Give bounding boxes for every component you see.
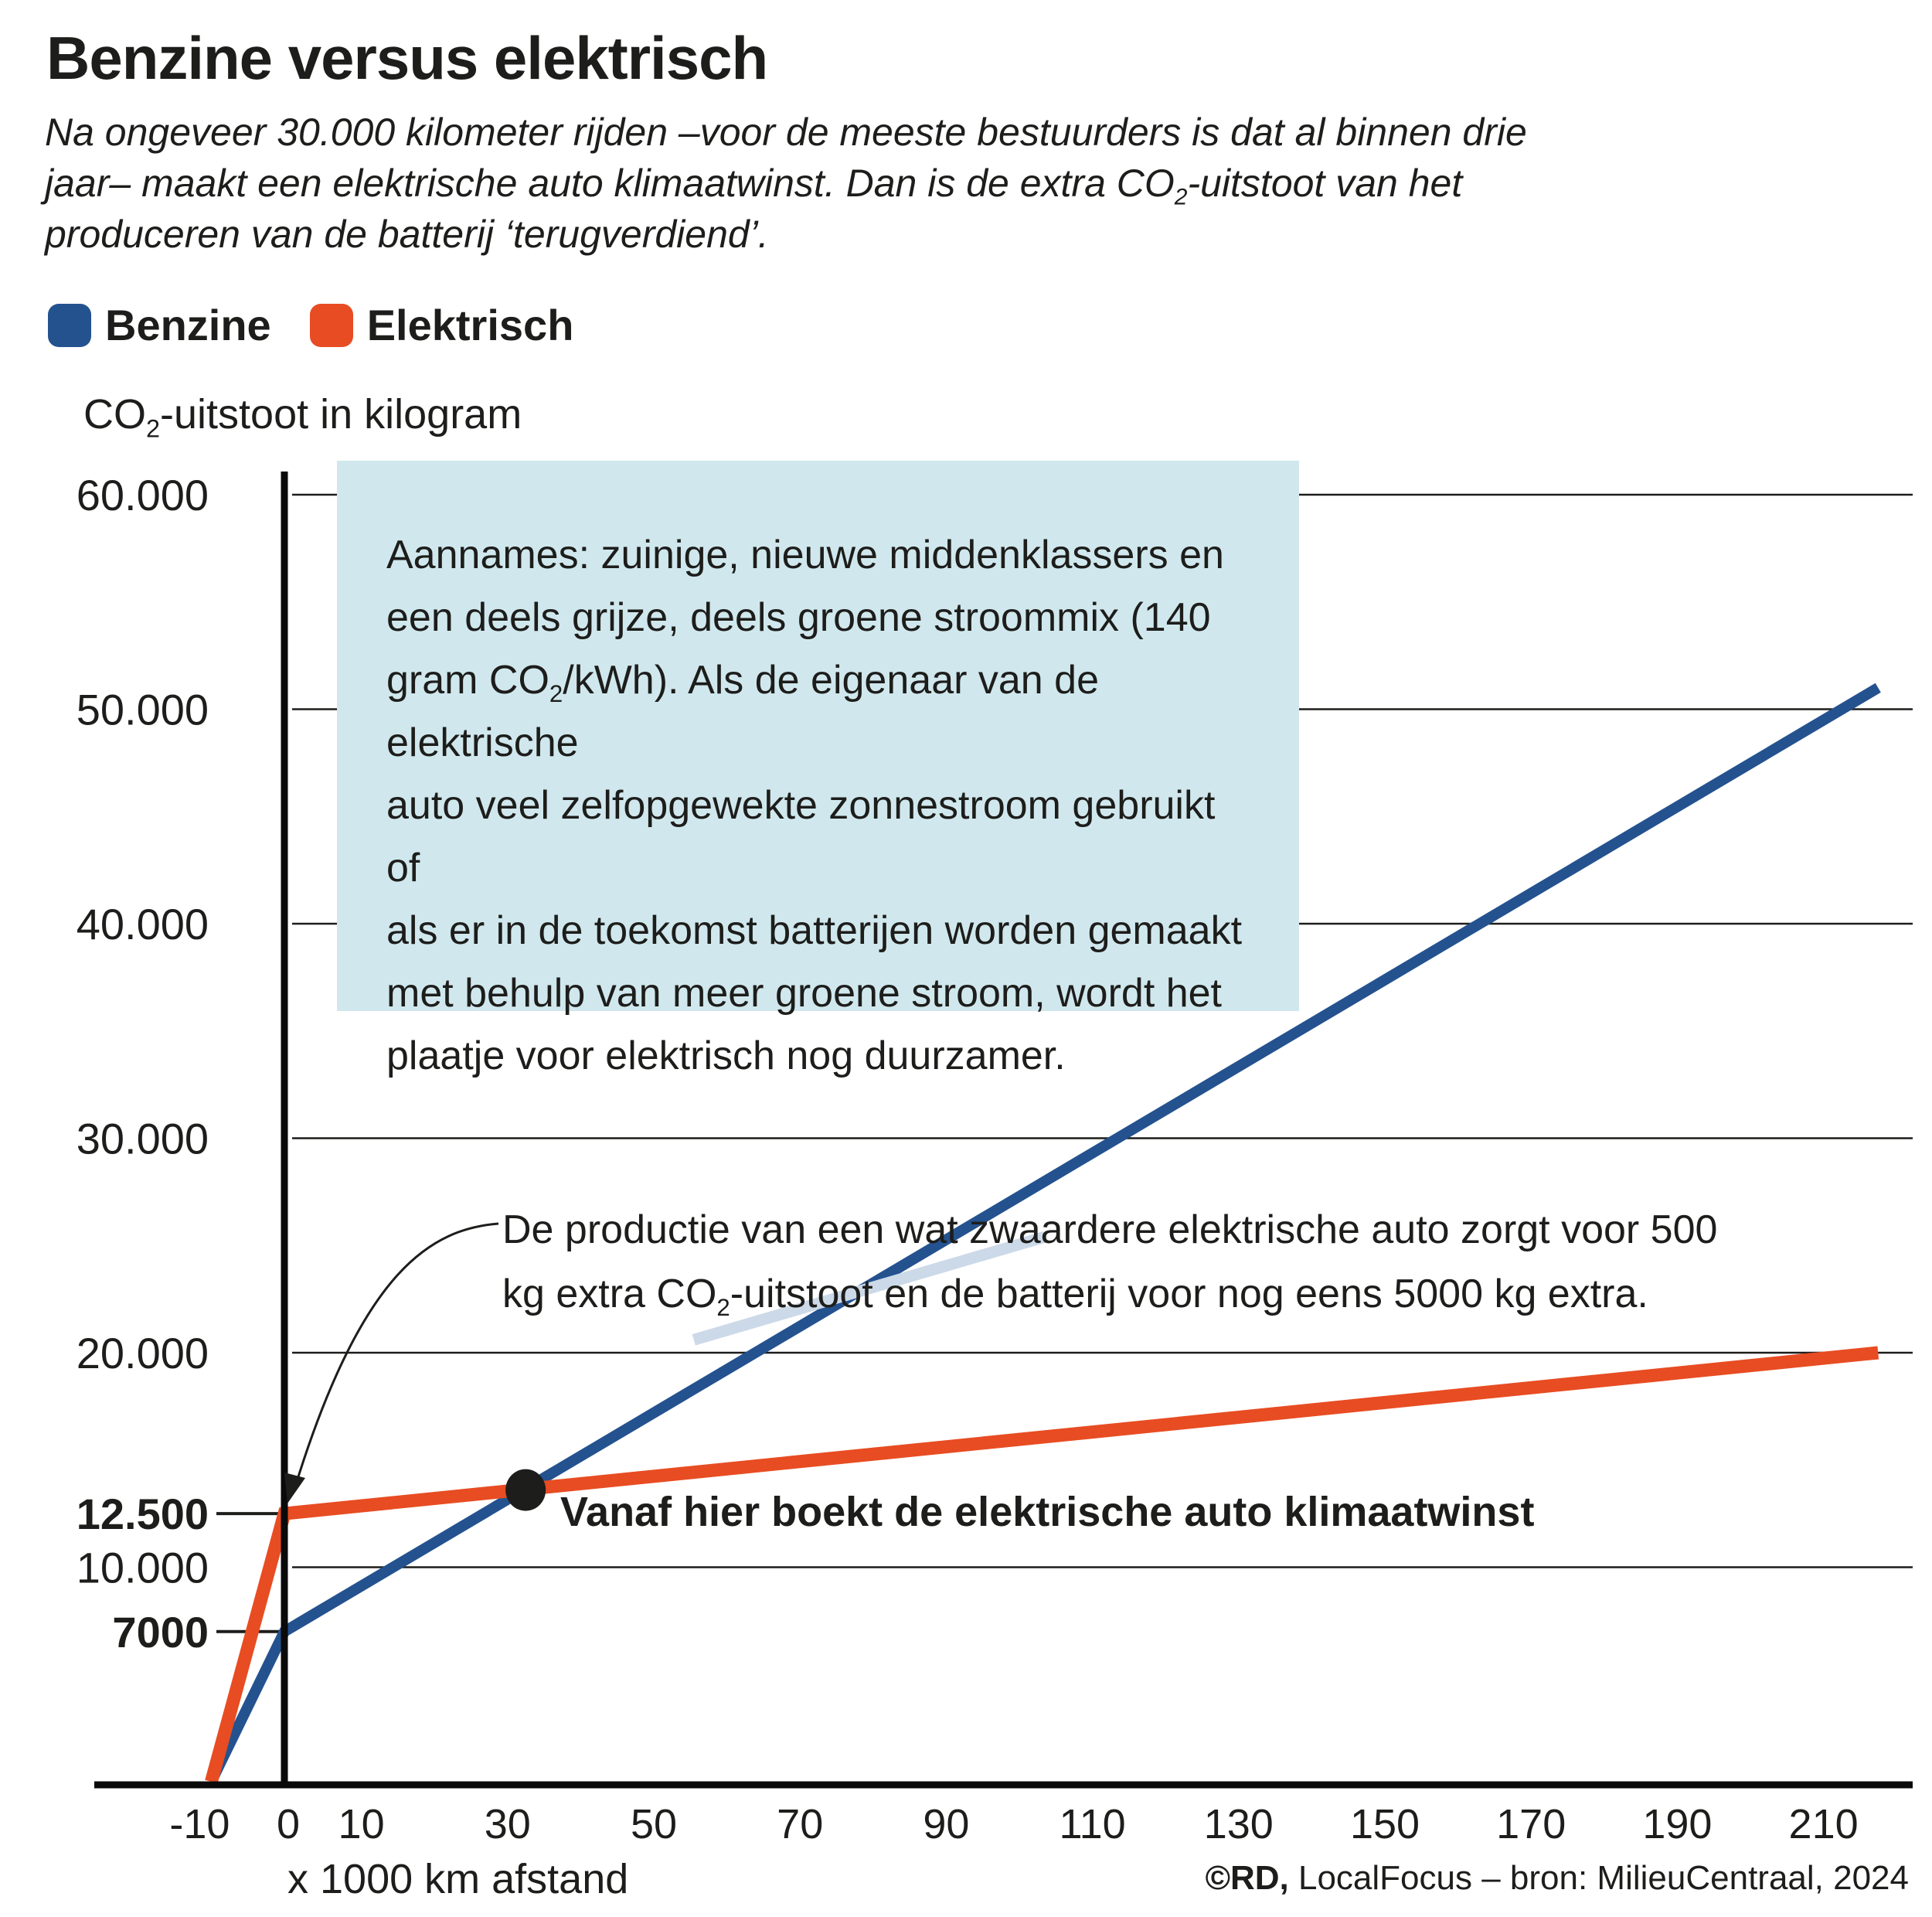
- x-tick-label: 210: [1789, 1801, 1859, 1847]
- y-tick-label: 20.000: [77, 1329, 209, 1377]
- callout-line-2b: -uitstoot en de batterij voor nog eens 5…: [730, 1272, 1648, 1316]
- note-line: Aannames: zuinige, nieuwe middenklassers…: [386, 533, 1224, 577]
- y-tick-label: 7000: [112, 1608, 209, 1657]
- source-credit: ©RD, LocalFocus – bron: MilieuCentraal, …: [1206, 1859, 1909, 1898]
- y-axis-title: CO2-uitstoot in kilogram: [83, 390, 522, 441]
- y-tick-label: 12.500: [77, 1490, 209, 1538]
- x-axis-title: x 1000 km afstand: [287, 1856, 629, 1902]
- y-axis-title-a: CO: [83, 391, 146, 438]
- production-callout: De productie van een wat zwaardere elekt…: [502, 1198, 1739, 1326]
- note-line: plaatje voor elektrisch nog duurzamer.: [386, 1033, 1066, 1078]
- note-subscript: 2: [549, 679, 563, 707]
- annotations: [284, 1222, 546, 1511]
- subtitle-line-3: produceren van de batterij ‘terugverdien…: [45, 213, 769, 256]
- chart-title: Benzine versus elektrisch: [46, 24, 768, 92]
- x-tick-label: 70: [777, 1801, 823, 1847]
- x-tick-label: 90: [923, 1801, 969, 1847]
- subtitle-line-2b: -uitstoot van het: [1187, 162, 1463, 205]
- crossover-label: Vanaf hier boekt de elektrische auto kli…: [560, 1489, 1535, 1535]
- callout-arrow-line: [294, 1222, 499, 1485]
- callout-line-1: De productie van een wat zwaardere elekt…: [502, 1207, 1718, 1252]
- x-tick-label: 130: [1204, 1801, 1274, 1847]
- x-tick-label: -10: [169, 1801, 230, 1847]
- note-line: als er in de toekomst batterijen worden …: [386, 908, 1243, 953]
- y-axis-subscript: 2: [146, 414, 161, 443]
- x-tick-label: 30: [485, 1801, 531, 1847]
- source-copyright: ©RD,: [1205, 1859, 1289, 1897]
- legend-label-benzine: Benzine: [105, 301, 271, 349]
- x-tick-label: 190: [1642, 1801, 1712, 1847]
- legend-label-elektrisch: Elektrisch: [366, 301, 574, 349]
- x-tick-label: 50: [631, 1801, 677, 1847]
- legend: Benzine Elektrisch: [48, 300, 573, 350]
- crossover-dot: [505, 1469, 546, 1511]
- note-line-3a: gram CO: [386, 658, 549, 703]
- note-line-3b: /kWh). Als de eigenaar van de elektrisch…: [386, 658, 1100, 765]
- chart-subtitle: Na ongeveer 30.000 kilometer rijden –voo…: [45, 107, 1822, 260]
- x-tick-label: 0: [277, 1801, 300, 1847]
- axes: [94, 472, 1913, 1789]
- note-line: gram CO2/kWh). Als de eigenaar van de el…: [386, 649, 1253, 775]
- callout-line-2: kg extra CO2-uitstoot en de batterij voo…: [502, 1262, 1739, 1326]
- x-tick-label: 170: [1496, 1801, 1566, 1847]
- subscript-2: 2: [1174, 184, 1188, 210]
- callout-arrowhead-icon: [284, 1473, 305, 1503]
- source-text: LocalFocus – bron: MilieuCentraal, 2024: [1288, 1859, 1909, 1897]
- legend-swatch-benzine: [48, 303, 91, 347]
- x-tick-label: 150: [1350, 1801, 1420, 1847]
- note-line: een deels grijze, deels groene stroommix…: [386, 595, 1211, 640]
- x-tick-label: 10: [338, 1801, 385, 1847]
- note-line: auto veel zelfopgewekte zonnestroom gebr…: [386, 783, 1216, 890]
- note-line: met behulp van meer groene stroom, wordt…: [386, 971, 1223, 1016]
- y-tick-label: 30.000: [77, 1115, 209, 1163]
- callout-subscript: 2: [716, 1293, 730, 1321]
- callout-line-2a: kg extra CO: [502, 1272, 717, 1316]
- y-tick-label: 60.000: [77, 471, 209, 519]
- y-axis-title-b: -uitstoot in kilogram: [160, 391, 522, 438]
- x-tick-label: 110: [1060, 1801, 1126, 1847]
- legend-swatch-elektrisch: [309, 303, 353, 347]
- subtitle-line-1: Na ongeveer 30.000 kilometer rijden –voo…: [45, 111, 1527, 154]
- tick-labels: 60.000 50.000 40.000 30.000 20.000 12.500 10.0…: [77, 471, 1859, 1847]
- y-tick-label: 50.000: [77, 686, 209, 734]
- subtitle-line-2a: jaar– maakt een elektrische auto klimaat…: [45, 162, 1175, 205]
- legend-item-elektrisch: Elektrisch: [309, 300, 574, 350]
- legend-item-benzine: Benzine: [48, 300, 271, 350]
- assumptions-box: Aannames: zuinige, nieuwe middenklassers…: [337, 461, 1299, 1078]
- series-faded-segment: [692, 1231, 1046, 1346]
- y-tick-label: 10.000: [77, 1544, 209, 1592]
- y-tick-label: 40.000: [77, 900, 209, 948]
